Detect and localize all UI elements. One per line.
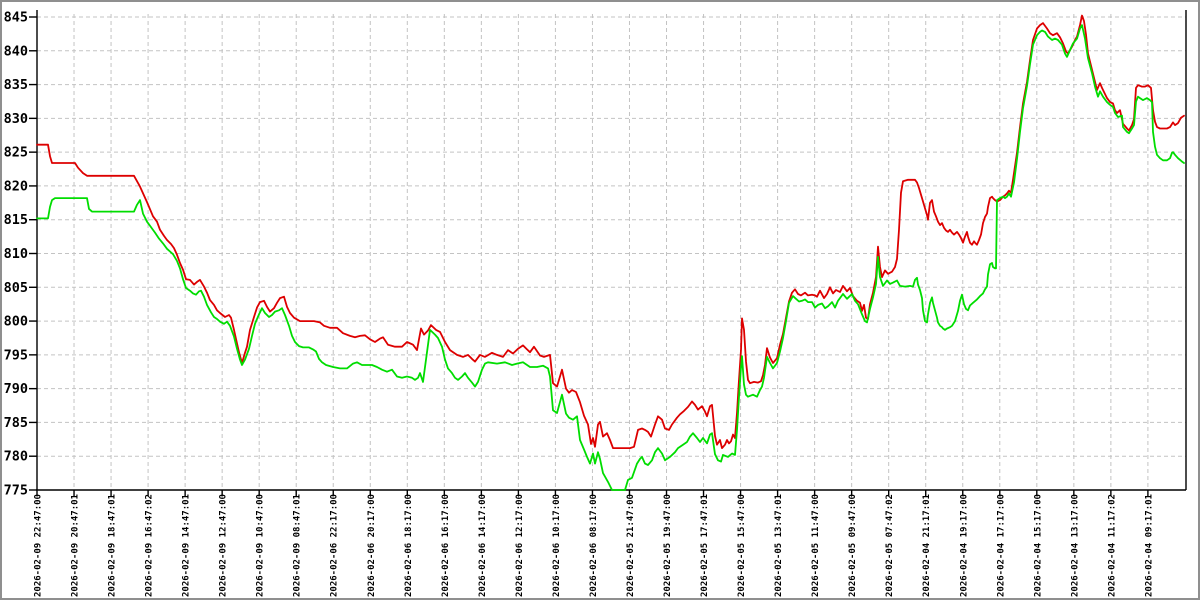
x-axis-tick-label: 2026-02-04 17:17:00 [996,494,1006,597]
x-axis-tick-label: 2026-02-05 17:47:01 [700,494,710,597]
x-axis-tick-label: 2026-02-04 09:17:01 [1144,494,1154,597]
y-axis-tick-label: 785 [4,415,28,431]
x-axis-tick-label: 2026-02-09 22:47:00 [34,494,44,597]
x-axis-tick-label: 2026-02-09 10:47:00 [256,494,266,597]
x-axis-tick-label: 2026-02-06 18:17:00 [404,494,414,597]
y-axis-tick-label: 840 [4,43,28,59]
x-axis-tick-label: 2026-02-06 16:17:00 [441,494,451,597]
x-axis-tick-label: 2026-02-06 20:17:00 [367,494,377,597]
y-axis-tick-label: 800 [4,314,28,330]
y-axis-tick-label: 790 [4,381,28,397]
y-axis-tick-label: 815 [4,212,28,228]
y-axis-tick-label: 830 [4,111,28,127]
series-red-line [36,14,1185,450]
x-axis-tick-label: 2026-02-05 07:47:02 [885,494,895,597]
x-axis-tick-label: 2026-02-06 10:17:00 [552,494,562,597]
x-axis-tick-label: 2026-02-09 18:47:01 [108,494,118,597]
x-axis-tick-label: 2026-02-09 12:47:00 [219,494,229,597]
x-axis-tick-label: 2026-02-05 21:47:00 [626,494,636,597]
y-axis-tick-label: 775 [4,482,28,498]
x-axis-tick-label: 2026-02-06 12:17:00 [515,494,525,597]
x-axis-tick-label: 2026-02-05 15:47:00 [737,494,747,597]
x-axis-tick-label: 2026-02-05 19:47:00 [663,494,673,597]
y-axis-tick-label: 835 [4,77,28,93]
x-axis-tick-label: 2026-02-05 09:47:00 [848,494,858,597]
x-axis-tick-label: 2026-02-09 08:47:01 [293,494,303,597]
series-green-line [36,24,1185,491]
x-axis-tick-label: 2026-02-04 21:17:01 [922,494,932,597]
x-axis-tick-label: 2026-02-06 14:17:00 [478,494,488,597]
y-axis-tick-label: 845 [4,10,28,26]
y-axis-tick-label: 825 [4,145,28,161]
x-axis-tick-label: 2026-02-09 16:47:02 [145,494,155,597]
y-axis-tick-label: 820 [4,178,28,194]
y-axis-tick-label: 810 [4,246,28,262]
x-axis-tick-label: 2026-02-05 11:47:00 [811,494,821,597]
x-axis-tick-label: 2026-02-06 22:17:00 [330,494,340,597]
y-axis-tick-label: 780 [4,449,28,465]
x-axis-tick-label: 2026-02-09 14:47:01 [182,494,192,597]
x-axis-tick-label: 2026-02-04 11:17:02 [1107,494,1117,597]
x-axis-tick-label: 2026-02-04 19:17:00 [959,494,969,597]
y-axis-tick-label: 795 [4,347,28,363]
x-axis-tick-label: 2026-02-05 13:47:01 [774,494,784,597]
x-axis-tick-label: 2026-02-06 08:17:00 [589,494,599,597]
x-axis-tick-label: 2026-02-04 15:17:00 [1033,494,1043,597]
x-axis-tick-label: 2026-02-04 13:17:00 [1070,494,1080,597]
y-axis-tick-label: 805 [4,280,28,296]
x-axis-tick-label: 2026-02-09 20:47:01 [71,494,81,597]
